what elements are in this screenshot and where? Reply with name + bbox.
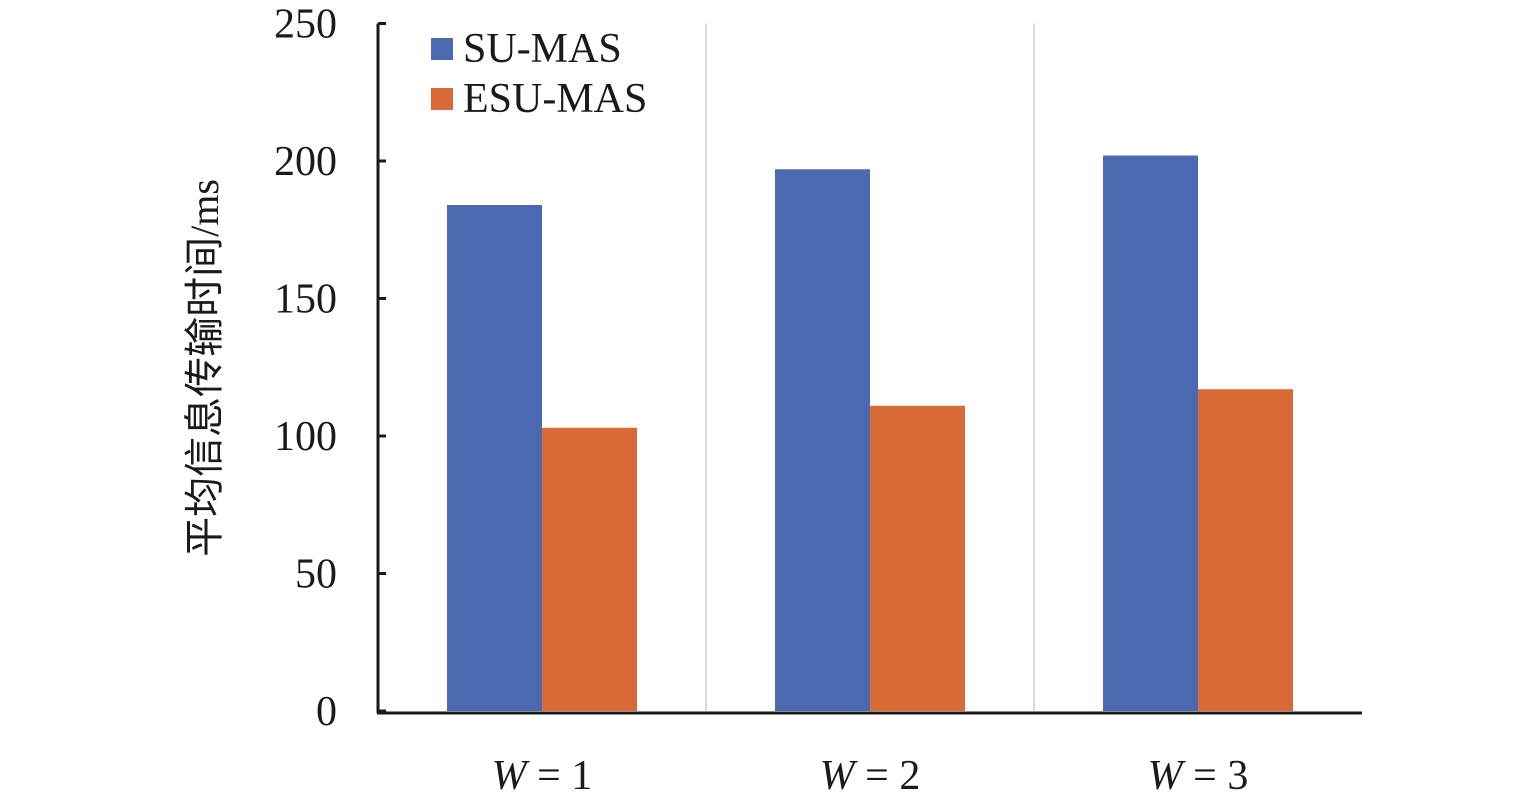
- legend-label-su-mas: SU-MAS: [463, 26, 622, 72]
- bar-esu-mas-2: [870, 405, 965, 711]
- y-tick-label: 250: [274, 2, 337, 48]
- legend-swatch-esu-mas: [431, 88, 453, 110]
- bar-esu-mas-1: [542, 427, 637, 711]
- x-tick-label: W = 3: [1148, 753, 1249, 799]
- bar-su-mas-1: [447, 205, 542, 711]
- legend-swatch-su-mas: [431, 38, 453, 60]
- x-tick-label: W = 1: [492, 753, 593, 799]
- bar-su-mas-2: [775, 169, 870, 711]
- y-tick-label: 150: [274, 277, 337, 323]
- y-tick-label: 0: [316, 689, 337, 735]
- y-axis-label: 平均信息传输时间/ms: [182, 179, 227, 557]
- bar-esu-mas-3: [1198, 389, 1293, 711]
- y-tick-label: 50: [295, 552, 337, 598]
- bar-su-mas-3: [1103, 155, 1198, 711]
- y-tick-label: 100: [274, 414, 337, 460]
- legend-label-esu-mas: ESU-MAS: [463, 76, 647, 122]
- x-tick-label: W = 2: [820, 753, 921, 799]
- y-tick-label: 200: [274, 139, 337, 185]
